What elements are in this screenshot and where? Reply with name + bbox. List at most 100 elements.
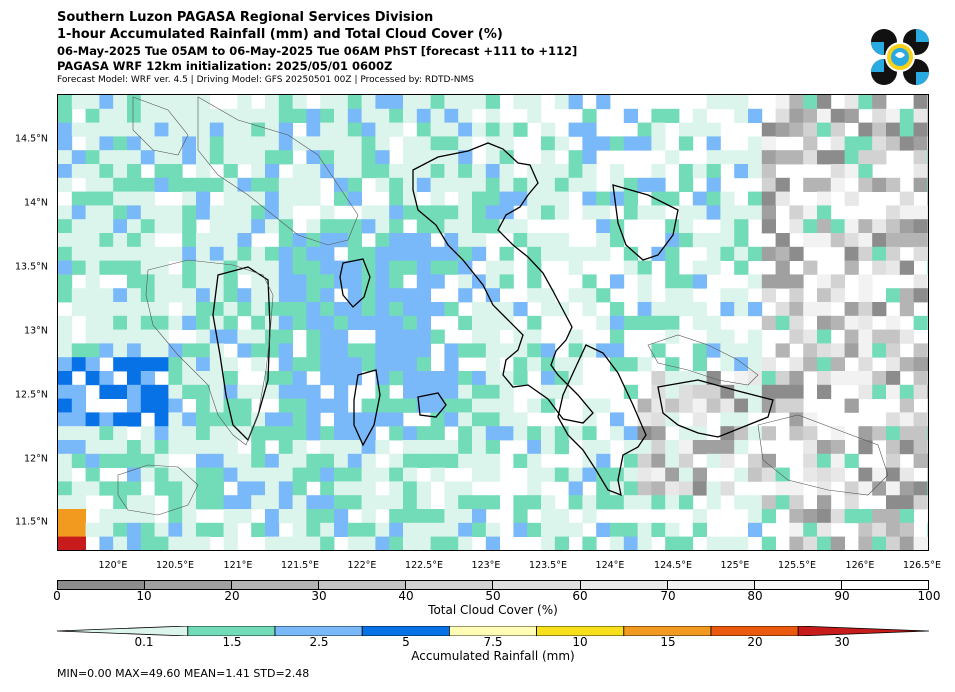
grid-cell (196, 191, 211, 206)
grid-cell (389, 233, 404, 248)
grid-cell (209, 453, 224, 468)
grid-cell (389, 509, 404, 524)
grid-cell (361, 95, 376, 110)
grid-cell (265, 150, 280, 165)
grid-cell (872, 122, 887, 137)
lon-label-122: 122°E (347, 560, 377, 571)
grid-cell (830, 467, 845, 482)
grid-cell (748, 246, 763, 261)
grid-cell (665, 233, 680, 248)
grid-cell (85, 329, 100, 344)
grid-cell (292, 453, 307, 468)
grid-cell (58, 329, 73, 344)
grid-cell (775, 191, 790, 206)
grid-cell (113, 536, 128, 550)
grid-cell (71, 122, 86, 137)
grid-cell (485, 205, 500, 220)
lon-label-121: 121°E (223, 560, 253, 571)
grid-cell (223, 329, 238, 344)
grid-cell (775, 246, 790, 261)
grid-cell (665, 191, 680, 206)
grid-cell (830, 233, 845, 248)
grid-cell (651, 177, 666, 192)
grid-cell (472, 522, 487, 537)
grid-cell (58, 412, 73, 427)
grid-cell (361, 315, 376, 330)
grid-cell (430, 412, 445, 427)
grid-cell (761, 219, 776, 234)
cloud-tick-90: 90 (834, 589, 850, 603)
grid-cell (265, 343, 280, 358)
grid-cell (748, 467, 763, 482)
grid-cell (278, 177, 293, 192)
grid-cell (237, 398, 252, 413)
grid-cell (71, 233, 86, 248)
grid-cell (196, 522, 211, 537)
grid-cell (168, 219, 183, 234)
grid-cell (251, 122, 266, 137)
grid-cell (168, 481, 183, 496)
grid-cell (182, 357, 197, 372)
grid-cell (403, 329, 418, 344)
grid-cell (86, 550, 100, 551)
grid-cell (292, 136, 307, 151)
grid-cell (651, 453, 666, 468)
grid-cell (85, 371, 100, 386)
grid-cell (927, 274, 928, 289)
grid-cell (154, 329, 169, 344)
grid-cell (927, 136, 928, 151)
grid-cell (458, 481, 473, 496)
grid-cell (85, 302, 100, 317)
grid-cell (872, 108, 887, 123)
grid-cell (237, 150, 252, 165)
grid-cell (734, 233, 749, 248)
grid-cell (320, 302, 335, 317)
cloud-bin-7 (667, 581, 755, 589)
grid-cell (803, 122, 818, 137)
grid-cell (927, 384, 928, 399)
grid-cell (416, 426, 431, 441)
grid-cell (182, 260, 197, 275)
grid-cell (927, 95, 928, 110)
grid-cell (803, 177, 818, 192)
grid-cell (692, 509, 707, 524)
grid-cell (596, 136, 611, 151)
grid-cell (389, 108, 404, 123)
lon-label-125: 125°E (720, 560, 750, 571)
grid-cell (486, 550, 500, 551)
grid-cell (127, 509, 142, 524)
grid-cell (734, 536, 749, 550)
grid-cell (306, 288, 321, 303)
grid-cell (775, 343, 790, 358)
grid-cell (596, 95, 611, 110)
grid-cell (278, 440, 293, 455)
grid-cell (334, 522, 349, 537)
grid-cell (734, 219, 749, 234)
grid-cell (320, 481, 335, 496)
grid-cell (886, 509, 901, 524)
grid-cell (872, 95, 887, 110)
grid-cell (637, 122, 652, 137)
grid-cell (817, 467, 832, 482)
grid-cell (320, 467, 335, 482)
grid-cell (527, 426, 542, 441)
grid-cell (886, 522, 901, 537)
grid-cell (789, 288, 804, 303)
grid-cell (817, 536, 832, 550)
grid-cell (485, 453, 500, 468)
grid-cell (637, 357, 652, 372)
grid-cell (389, 122, 404, 137)
grid-cell (223, 164, 238, 179)
grid-cell (610, 522, 625, 537)
grid-cell (665, 398, 680, 413)
grid-cell (58, 550, 72, 551)
grid-cell (361, 467, 376, 482)
grid-cell (499, 274, 514, 289)
grid-cell (789, 150, 804, 165)
grid-cell (637, 177, 652, 192)
grid-cell (375, 412, 390, 427)
grid-cell (196, 371, 211, 386)
grid-cell (913, 384, 928, 399)
grid-cell (85, 95, 100, 110)
grid-cell (361, 412, 376, 427)
